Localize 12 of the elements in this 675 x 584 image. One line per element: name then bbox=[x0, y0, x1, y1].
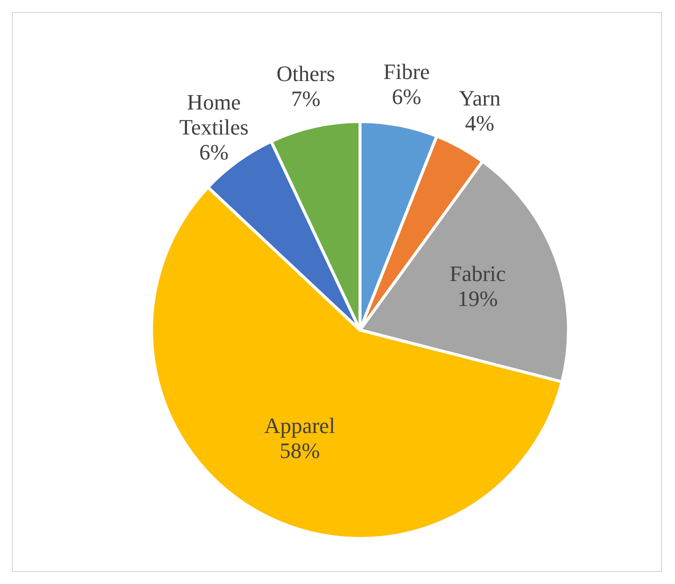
slice-label: Apparel bbox=[264, 412, 336, 438]
data-label: 58% bbox=[280, 438, 320, 463]
slice-label: Home Textiles bbox=[179, 90, 249, 140]
slice-label: Yarn bbox=[458, 86, 501, 111]
slice-label: Fabric bbox=[450, 260, 506, 286]
data-label: 7% bbox=[291, 86, 320, 111]
data-label: 6% bbox=[392, 84, 422, 110]
slice-label: Others bbox=[276, 60, 336, 86]
data-label: 19% bbox=[458, 286, 498, 311]
data-label: 6% bbox=[199, 140, 229, 165]
slice-label: Fibre bbox=[383, 59, 430, 84]
data-label: 4% bbox=[465, 110, 494, 136]
